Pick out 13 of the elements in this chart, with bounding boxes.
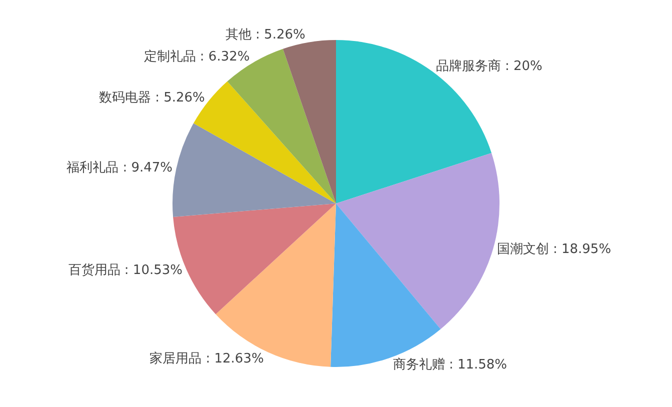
pie-slice	[336, 152, 500, 330]
slice-label: 其他 : 5.26%	[225, 27, 306, 42]
slice-label: 数码电器 : 5.26%	[98, 90, 205, 106]
slice-label: 福利礼品 : 9.47%	[66, 160, 173, 176]
pie-slice	[216, 204, 336, 367]
slice-label: 国潮文创 : 18.95%	[496, 242, 612, 257]
slice-label: 定制礼品 : 6.32%	[144, 49, 250, 64]
slice-label: 家居用品 : 12.63%	[150, 350, 264, 367]
slice-label: 品牌服务商 : 20%	[436, 58, 542, 74]
pie-slice	[282, 40, 336, 204]
slice-label: 百货用品 : 10.53%	[68, 262, 183, 278]
slice-label: 商务礼赠 : 11.58%	[392, 357, 508, 372]
pie-slice	[172, 123, 336, 217]
